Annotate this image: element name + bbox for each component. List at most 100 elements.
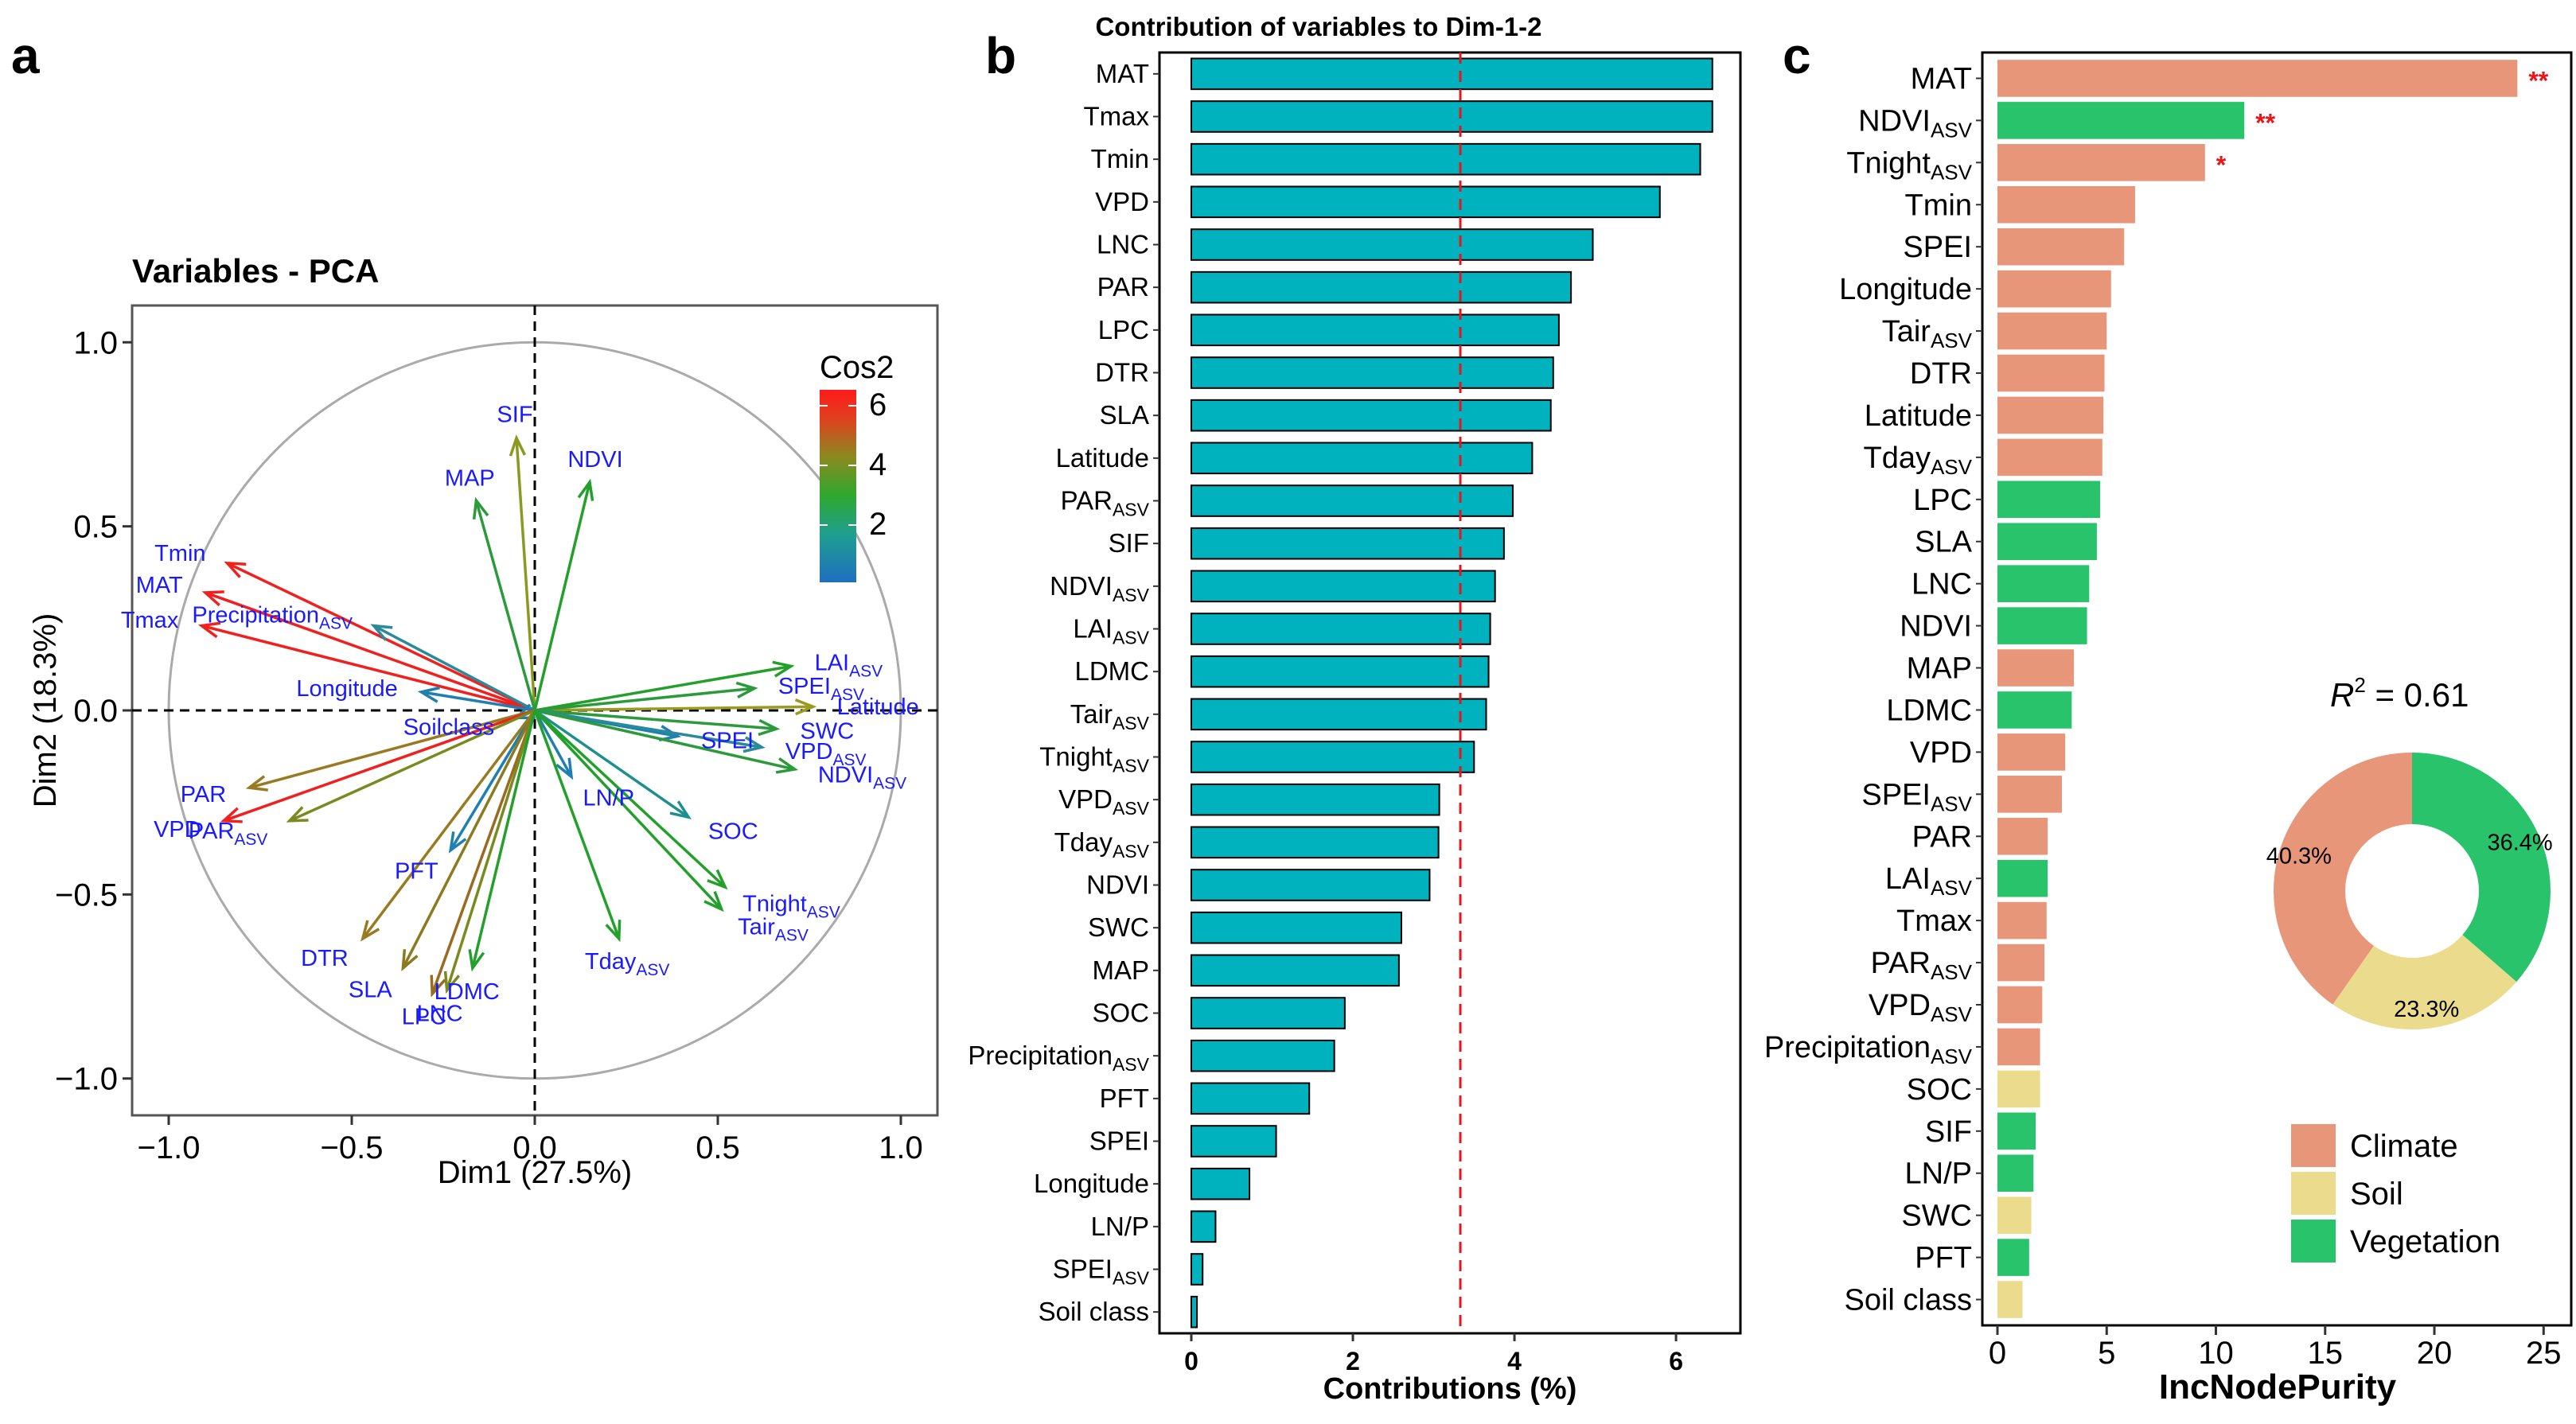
cos2-tick-6: 6 [869, 387, 887, 422]
pca-x-tick-label: 0.5 [696, 1130, 740, 1165]
pca-label-spei: SPEI [701, 729, 754, 754]
contrib-x-tick-label: 0 [1184, 1347, 1198, 1375]
pca-arrow-sif [509, 434, 536, 711]
rf-label-ln-p: LN/P [1905, 1157, 1972, 1191]
rf-label-ndvi: NDVI [1900, 610, 1972, 644]
pca-arrow-sla [401, 710, 536, 972]
contrib-label-tday-asv: TdayASV [1054, 827, 1150, 862]
rf-labels: MAT NDVIASV TnightASV Tmin SPEI Longitude Tair… [1764, 62, 1982, 1317]
contrib-label-longitude: Longitude [1034, 1169, 1149, 1198]
rf-x-axis-label: IncNodePurity [2159, 1368, 2397, 1406]
donut-slice-climate [2273, 752, 2412, 1005]
contrib-bar-tair-asv [1191, 698, 1487, 731]
rf-label-tday-asv: TdayASV [1863, 442, 1972, 479]
rf-label-tair-asv: TairASV [1882, 315, 1973, 352]
pca-label-longitude: Longitude [296, 676, 397, 702]
pca-title: Variables - PCA [132, 252, 379, 290]
contrib-bar-sif [1191, 527, 1505, 560]
rf-significance-ndvi-asv: ** [2255, 108, 2275, 137]
legend-swatch-climate [2291, 1124, 2336, 1167]
pca-arrow-dtr [360, 709, 536, 942]
pca-label-soc: SOC [708, 819, 758, 844]
rf-label-latitude: Latitude [1865, 399, 1972, 433]
r2-annotation: R2 = 0.61 [2330, 673, 2469, 714]
pca-label-lpc: LPC [402, 1005, 446, 1030]
pca-x-tick-label: −1.0 [138, 1130, 201, 1165]
pca-label-latitude: Latitude [837, 694, 919, 720]
rf-label-precipitation-asv: PrecipitationASV [1764, 1031, 1973, 1068]
pca-label-ldmc: LDMC [435, 979, 500, 1005]
pca-arrow-vpd [220, 709, 536, 823]
contrib-label-vpd-asv: VPDASV [1058, 784, 1150, 819]
pca-label-ln-p: LN/P [583, 786, 634, 811]
rf-label-tmin: Tmin [1905, 189, 1972, 222]
pca-label-dtr: DTR [301, 946, 349, 971]
rf-bar-sla [1997, 523, 2097, 561]
donut-slice-soil [2332, 935, 2517, 1030]
pca-label-sif: SIF [497, 403, 532, 428]
contrib-label-tnight-asv: TnightASV [1039, 742, 1149, 776]
contrib-x-axis-label: Contributions (%) [1323, 1372, 1577, 1406]
rf-x-tick-label: 0 [1989, 1336, 2006, 1371]
contrib-label-lnc: LNC [1097, 230, 1149, 259]
rf-x-tick-label: 10 [2198, 1336, 2234, 1371]
contrib-plot-border [1158, 51, 1742, 1335]
contrib-bar-ndvi [1191, 869, 1431, 901]
rf-bar-longitude [1997, 270, 2111, 308]
rf-bar-ldmc [1997, 691, 2072, 729]
pca-y-tick-label: −1.0 [55, 1062, 118, 1097]
contrib-label-soil-class: Soil class [1039, 1297, 1149, 1326]
rf-label-tnight-asv: TnightASV [1846, 146, 1972, 184]
rf-label-dtr: DTR [1910, 357, 1972, 391]
contrib-bar-soil-class [1191, 1295, 1198, 1329]
pca-label-vpd: VPD [154, 817, 201, 842]
contrib-bar-latitude [1191, 442, 1534, 475]
rf-bar-tday-asv [1997, 438, 2102, 477]
donut-label-climate: 40.3% [2266, 843, 2332, 869]
pca-label-vpd-asv: VPDASV [785, 739, 867, 769]
panel-letter-b: b [985, 27, 1016, 84]
rf-bar-par [1997, 817, 2048, 855]
contrib-bar-vpd [1191, 185, 1661, 219]
pca-arrow-soc [534, 709, 692, 819]
contrib-label-latitude: Latitude [1056, 443, 1149, 473]
pca-arrows [197, 434, 817, 998]
contrib-label-tmax: Tmax [1084, 102, 1150, 131]
contrib-bar-lai-asv [1191, 613, 1491, 645]
rf-bar-ndvi [1997, 607, 2087, 644]
contrib-bar-tmin [1191, 142, 1701, 176]
rf-bar-ndvi-asv [1997, 102, 2245, 139]
rf-bar-spei-asv [1997, 776, 2062, 813]
panel-a: a Variables - PCA Tmin MAT Tmax Precipitati… [11, 27, 939, 1190]
contrib-bar-longitude [1191, 1167, 1251, 1200]
pca-label-mat: MAT [136, 573, 183, 598]
contrib-label-ldmc: LDMC [1074, 656, 1149, 686]
rf-label-mat: MAT [1911, 62, 1972, 95]
pca-label-lnc: LNC [417, 1001, 463, 1026]
rf-label-par-asv: PARASV [1871, 947, 1973, 984]
rf-label-sla: SLA [1915, 526, 1972, 559]
donut-label-soil: 23.3% [2394, 997, 2459, 1022]
contrib-label-lpc: LPC [1098, 315, 1149, 344]
legend-swatch-soil [2291, 1172, 2336, 1215]
pca-label-tmax: Tmax [121, 608, 179, 633]
contrib-label-dtr: DTR [1095, 358, 1149, 387]
rf-label-tmax: Tmax [1896, 905, 1972, 938]
panel-letter-c: c [1783, 27, 1811, 84]
contrib-label-par: PAR [1097, 272, 1149, 302]
rf-bar-sif [1997, 1112, 2036, 1150]
pca-label-tair-asv: TairASV [738, 915, 809, 945]
donut-label-vegetation: 36.4% [2487, 830, 2552, 855]
contrib-label-map: MAP [1092, 955, 1149, 985]
contrib-label-sif: SIF [1109, 528, 1149, 558]
pca-arrow-pft [448, 710, 536, 854]
rf-label-lnc: LNC [1912, 568, 1972, 601]
contrib-bar-tmax [1191, 100, 1713, 133]
contrib-bar-par-asv [1191, 484, 1514, 517]
contrib-bar-sla [1191, 399, 1552, 432]
panel-c: c MAT NDVIASV TnightASV Tmin SPEI Longitude Ta… [1764, 27, 2573, 1406]
pca-arrow-latitude [534, 698, 817, 716]
contrib-bar-precipitation-asv [1191, 1039, 1335, 1072]
pca-arrow-par [245, 709, 536, 792]
